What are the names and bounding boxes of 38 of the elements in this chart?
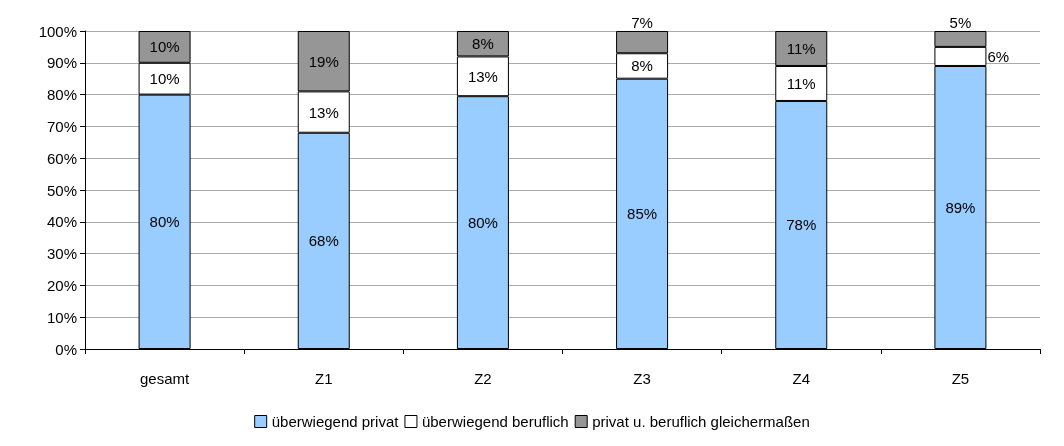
data-label: 11%	[786, 39, 816, 57]
x-tick-label: Z3	[633, 370, 651, 387]
data-label: 19%	[308, 52, 339, 70]
data-label: 89%	[945, 198, 976, 216]
data-label: 8%	[472, 35, 494, 53]
y-tick-label: 90%	[46, 54, 77, 72]
y-tick-label: 10%	[46, 308, 77, 326]
legend-label: überwiegend beruflich	[421, 413, 569, 430]
y-tick-label: 20%	[46, 276, 77, 294]
data-label: 13%	[308, 103, 339, 121]
y-tick-label: 60%	[46, 149, 77, 167]
x-tick-label: Z2	[474, 370, 492, 387]
data-label: 13%	[467, 67, 498, 85]
x-tick-label: Z1	[314, 370, 333, 387]
data-label: 68%	[308, 232, 339, 250]
data-label: 80%	[467, 214, 498, 232]
legend-label: überwiegend privat	[271, 413, 400, 430]
y-tick-label: 40%	[46, 213, 77, 231]
data-label: 10%	[149, 70, 180, 88]
y-tick-label: 80%	[46, 86, 77, 104]
x-tick-label: gesamt	[139, 370, 190, 387]
legend-label: privat u. beruflich gleichermaßen	[592, 413, 810, 430]
y-tick-label: 100%	[38, 22, 77, 40]
y-tick-label: 30%	[46, 245, 77, 263]
y-tick-label: 50%	[46, 181, 77, 199]
data-label: 10%	[149, 38, 180, 56]
data-label: 6%	[987, 47, 1010, 65]
data-label: 78%	[786, 216, 817, 234]
x-tick-label: Z4	[792, 370, 811, 387]
data-label: 80%	[149, 213, 180, 231]
data-label: 8%	[631, 57, 653, 75]
y-tick-label: 70%	[46, 117, 77, 135]
data-label: 85%	[627, 205, 658, 223]
x-tick-label: Z5	[951, 370, 970, 387]
data-label: 11%	[786, 74, 816, 92]
y-tick-label: 0%	[55, 340, 77, 358]
data-label: 5%	[949, 14, 972, 31]
data-label: 7%	[631, 14, 653, 31]
